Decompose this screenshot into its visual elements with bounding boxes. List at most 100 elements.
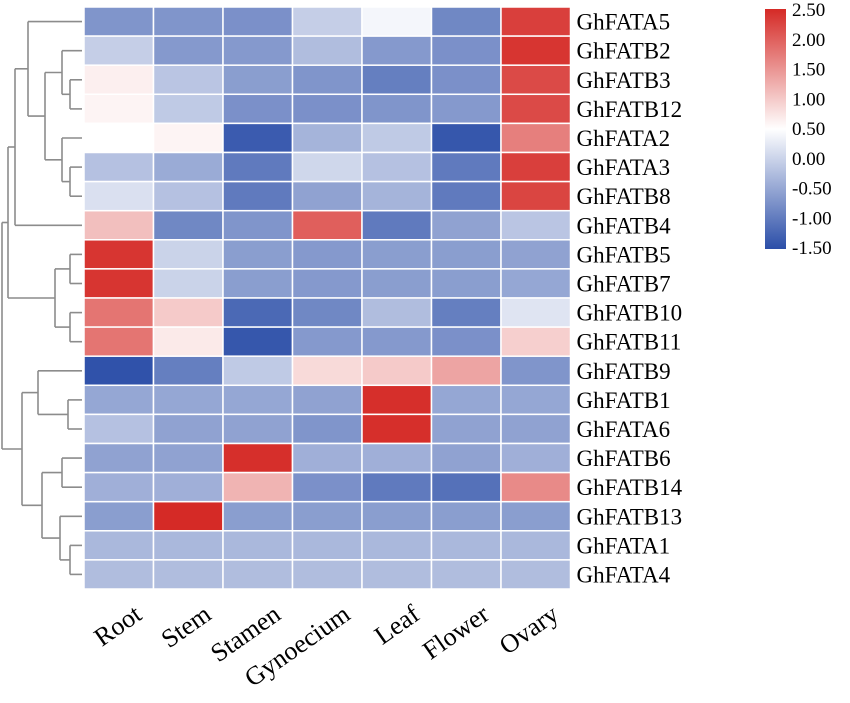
- heatmap-cell-ghfatb7-stem: [152, 268, 224, 299]
- heatmap-cell-ghfatb14-root: [83, 471, 155, 503]
- heatmap-cell-ghfatb2-gynoecium: [291, 35, 363, 66]
- heatmap-cell-ghfata6-stamen: [222, 413, 294, 445]
- heatmap-cell-ghfatb4-stem: [152, 209, 224, 241]
- heatmap-cell-ghfatb1-leaf: [361, 384, 433, 416]
- heatmap-cell-ghfata1-stamen: [222, 530, 294, 561]
- heatmap-cell-ghfata5-root: [83, 6, 155, 37]
- heatmap-cell-ghfata3-gynoecium: [291, 151, 363, 183]
- heatmap-cell-ghfatb9-ovary: [500, 355, 572, 387]
- heatmap-cell-ghfatb10-stamen: [222, 297, 294, 328]
- heatmap-cell-ghfata2-stem: [152, 122, 224, 154]
- row-label: GhFATB11: [577, 330, 682, 355]
- heatmap-cell-ghfata6-flower: [430, 413, 502, 445]
- heatmap-cell-ghfata1-gynoecium: [291, 530, 363, 561]
- heatmap-cell-ghfatb6-ovary: [500, 442, 572, 474]
- heatmap-cell-ghfatb1-ovary: [500, 384, 572, 416]
- heatmap-cell-ghfata4-ovary: [500, 559, 572, 590]
- legend-tick-label: 0.00: [792, 149, 825, 170]
- heatmap-cell-ghfatb3-root: [83, 64, 155, 96]
- heatmap-cell-ghfatb1-flower: [430, 384, 502, 416]
- heatmap-cell-ghfata5-gynoecium: [291, 6, 363, 37]
- legend-tick-label: 2.50: [792, 0, 825, 21]
- heatmap-cell-ghfatb2-leaf: [361, 35, 433, 66]
- heatmap-cell-ghfata4-stamen: [222, 559, 294, 590]
- color-legend: 2.50 2.00 1.50 1.00 0.50 0.00 -0.50 -1.00 -1.50: [765, 0, 832, 259]
- heatmap-cell-ghfata6-root: [83, 413, 155, 445]
- heatmap-cell-ghfata5-stamen: [222, 6, 294, 37]
- heatmap-cell-ghfata5-ovary: [500, 6, 572, 37]
- heatmap-cell-ghfatb12-stem: [152, 93, 224, 125]
- heatmap-cell-ghfatb12-stamen: [222, 93, 294, 125]
- heatmap-cell-ghfata1-ovary: [500, 530, 572, 561]
- heatmap-cell-ghfata4-gynoecium: [291, 559, 363, 590]
- heatmap-cell-ghfata1-root: [83, 530, 155, 561]
- heatmap-cell-ghfatb14-stem: [152, 471, 224, 503]
- heatmap-cell-ghfatb3-flower: [430, 64, 502, 96]
- heatmap-cell-ghfata1-stem: [152, 530, 224, 561]
- row-label: GhFATB6: [577, 446, 671, 471]
- heatmap-cell-ghfatb1-root: [83, 384, 155, 416]
- column-label: Flower: [417, 599, 494, 665]
- heatmap-cell-ghfatb10-ovary: [500, 297, 572, 328]
- heatmap-cell-ghfatb7-ovary: [500, 268, 572, 299]
- heatmap-cell-ghfatb8-ovary: [500, 180, 572, 212]
- heatmap-cell-ghfata2-ovary: [500, 122, 572, 154]
- legend-tick-label: 0.50: [792, 119, 825, 140]
- heatmap-cell-ghfatb7-flower: [430, 268, 502, 299]
- heatmap-cell-ghfatb5-root: [83, 239, 155, 270]
- row-label: GhFATB12: [577, 97, 683, 122]
- heatmap-cell-ghfatb12-leaf: [361, 93, 433, 125]
- row-label: GhFATB10: [577, 301, 683, 326]
- legend-color-bar: [765, 9, 786, 249]
- heatmap-cell-ghfatb2-stamen: [222, 35, 294, 66]
- row-dendrogram: [1, 20, 82, 576]
- heatmap-cell-ghfatb5-ovary: [500, 239, 572, 270]
- heatmap-cell-ghfatb4-gynoecium: [291, 209, 363, 241]
- heatmap-cell-ghfatb7-gynoecium: [291, 268, 363, 299]
- heatmap-cell-ghfatb6-flower: [430, 442, 502, 474]
- heatmap-cell-ghfatb2-ovary: [500, 35, 572, 66]
- heatmap-cell-ghfata2-root: [83, 122, 155, 154]
- heatmap-cells: [83, 6, 572, 590]
- heatmap-cell-ghfata2-gynoecium: [291, 122, 363, 154]
- heatmap-cell-ghfatb5-stamen: [222, 239, 294, 270]
- heatmap-cell-ghfatb10-gynoecium: [291, 297, 363, 328]
- heatmap-cell-ghfatb10-flower: [430, 297, 502, 328]
- heatmap-cell-ghfatb9-flower: [430, 355, 502, 387]
- heatmap-cell-ghfatb3-stem: [152, 64, 224, 96]
- legend-tick-label: -1.00: [792, 208, 832, 229]
- heatmap-cell-ghfatb3-stamen: [222, 64, 294, 96]
- heatmap-cell-ghfata5-flower: [430, 6, 502, 37]
- heatmap-cell-ghfatb7-root: [83, 268, 155, 299]
- heatmap-cell-ghfatb12-gynoecium: [291, 93, 363, 125]
- heatmap-cell-ghfatb13-gynoecium: [291, 500, 363, 532]
- legend-tick-label: -1.50: [792, 238, 832, 259]
- heatmap-cell-ghfatb11-leaf: [361, 326, 433, 357]
- heatmap-cell-ghfatb4-root: [83, 209, 155, 241]
- row-label: GhFATB5: [577, 242, 671, 267]
- row-label: GhFATB14: [577, 475, 683, 500]
- row-label: GhFATA2: [577, 126, 671, 151]
- heatmap-cell-ghfatb2-flower: [430, 35, 502, 66]
- column-label: Ovary: [494, 599, 564, 660]
- heatmap-cell-ghfatb11-stem: [152, 326, 224, 357]
- heatmap-cell-ghfata6-gynoecium: [291, 413, 363, 445]
- heatmap-cell-ghfata1-leaf: [361, 530, 433, 561]
- heatmap-cell-ghfatb9-stamen: [222, 355, 294, 387]
- heatmap-cell-ghfatb3-leaf: [361, 64, 433, 96]
- row-label: GhFATA5: [577, 10, 671, 35]
- heatmap-cell-ghfatb4-leaf: [361, 209, 433, 241]
- heatmap-cell-ghfata3-ovary: [500, 151, 572, 183]
- heatmap-cell-ghfatb6-root: [83, 442, 155, 474]
- heatmap-cell-ghfatb8-flower: [430, 180, 502, 212]
- heatmap-cell-ghfatb1-stem: [152, 384, 224, 416]
- heatmap-cell-ghfatb8-stamen: [222, 180, 294, 212]
- heatmap-cell-ghfatb4-ovary: [500, 209, 572, 241]
- row-label: GhFATB9: [577, 359, 671, 384]
- heatmap-cell-ghfatb9-root: [83, 355, 155, 387]
- heatmap-cell-ghfatb13-flower: [430, 500, 502, 532]
- heatmap-cell-ghfatb12-flower: [430, 93, 502, 125]
- row-label: GhFATB7: [577, 272, 671, 297]
